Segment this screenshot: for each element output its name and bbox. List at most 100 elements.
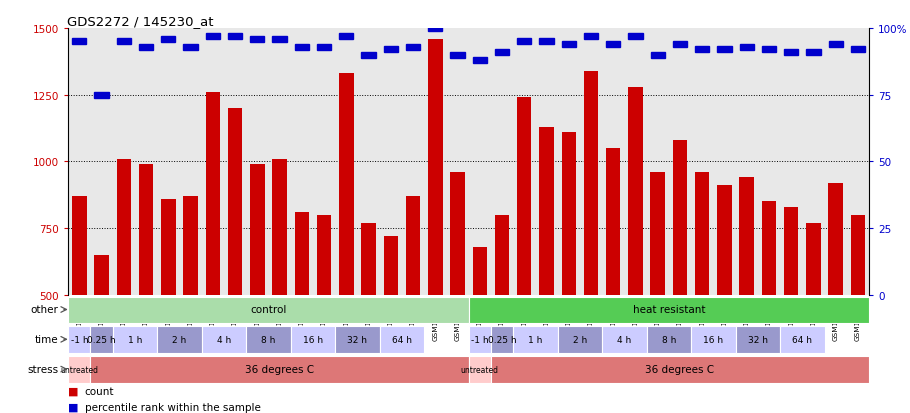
Text: control: control — [250, 305, 287, 315]
Bar — [90, 356, 469, 382]
Bar — [295, 212, 309, 413]
Bar — [116, 159, 131, 413]
Text: 16 h: 16 h — [303, 335, 323, 344]
Bar — [116, 39, 131, 45]
Bar — [851, 215, 865, 413]
Bar — [139, 164, 153, 413]
Bar — [161, 37, 176, 43]
Bar — [472, 247, 487, 413]
Bar — [695, 47, 709, 53]
Bar — [72, 39, 86, 45]
Bar — [695, 173, 710, 413]
Text: 8 h: 8 h — [662, 335, 676, 344]
Bar — [250, 164, 265, 413]
Text: untreated: untreated — [60, 365, 98, 374]
Bar — [428, 40, 442, 413]
Text: count: count — [85, 386, 114, 396]
Bar — [95, 255, 109, 413]
Text: untreated: untreated — [460, 365, 499, 374]
Bar — [472, 58, 487, 64]
Bar — [384, 236, 398, 413]
Bar — [513, 327, 558, 353]
Bar — [628, 88, 642, 413]
Bar — [206, 34, 220, 40]
Bar — [740, 178, 753, 413]
Text: 16 h: 16 h — [703, 335, 723, 344]
Bar — [762, 47, 776, 53]
Text: -1 h: -1 h — [471, 335, 489, 344]
Bar — [90, 327, 113, 353]
Bar — [161, 199, 176, 413]
Bar — [490, 356, 869, 382]
Bar — [272, 37, 287, 43]
Bar — [272, 159, 287, 413]
Bar — [717, 186, 732, 413]
Text: ■: ■ — [68, 386, 79, 396]
Bar — [490, 327, 513, 353]
Bar — [361, 52, 376, 58]
Bar — [829, 42, 843, 48]
Bar — [450, 52, 465, 58]
Bar — [717, 47, 732, 53]
Text: stress: stress — [27, 364, 58, 374]
Bar — [735, 327, 780, 353]
Bar — [561, 133, 576, 413]
Bar — [806, 223, 821, 413]
Bar — [606, 149, 621, 413]
Bar — [806, 50, 821, 56]
Bar — [647, 327, 691, 353]
Text: heat resistant: heat resistant — [632, 305, 705, 315]
Bar — [290, 327, 335, 353]
Bar — [672, 140, 687, 413]
Bar — [469, 356, 490, 382]
Bar — [540, 39, 553, 45]
Bar — [495, 50, 509, 56]
Bar — [247, 327, 290, 353]
Bar — [250, 37, 265, 43]
Text: 0.25 h: 0.25 h — [488, 335, 516, 344]
Bar — [469, 297, 869, 323]
Bar — [517, 39, 531, 45]
Bar — [339, 74, 353, 413]
Bar — [68, 327, 90, 353]
Bar — [602, 327, 647, 353]
Bar — [295, 45, 308, 50]
Bar — [184, 197, 197, 413]
Bar — [606, 42, 621, 48]
Bar — [68, 297, 469, 323]
Bar — [72, 197, 86, 413]
Bar — [335, 327, 379, 353]
Bar — [584, 34, 598, 40]
Text: 8 h: 8 h — [261, 335, 276, 344]
Bar — [406, 197, 420, 413]
Text: 36 degrees C: 36 degrees C — [245, 364, 314, 374]
Bar — [561, 42, 576, 48]
Bar — [206, 93, 220, 413]
Bar — [780, 327, 824, 353]
Text: ■: ■ — [68, 402, 79, 412]
Bar — [95, 93, 108, 98]
Text: 32 h: 32 h — [748, 335, 768, 344]
Text: GDS2272 / 145230_at: GDS2272 / 145230_at — [67, 15, 214, 28]
Bar — [495, 215, 510, 413]
Text: 1 h: 1 h — [528, 335, 542, 344]
Bar — [228, 34, 242, 40]
Text: 2 h: 2 h — [572, 335, 587, 344]
Bar — [139, 45, 153, 50]
Bar — [517, 98, 531, 413]
Text: 64 h: 64 h — [392, 335, 412, 344]
Bar — [379, 327, 424, 353]
Bar — [157, 327, 202, 353]
Text: -1 h: -1 h — [71, 335, 88, 344]
Bar — [784, 207, 798, 413]
Bar — [317, 45, 331, 50]
Bar — [851, 47, 865, 53]
Text: 4 h: 4 h — [617, 335, 632, 344]
Text: 36 degrees C: 36 degrees C — [645, 364, 714, 374]
Bar — [228, 109, 242, 413]
Bar — [68, 356, 90, 382]
Text: percentile rank within the sample: percentile rank within the sample — [85, 402, 260, 412]
Bar — [672, 42, 687, 48]
Bar — [202, 327, 247, 353]
Bar — [691, 327, 735, 353]
